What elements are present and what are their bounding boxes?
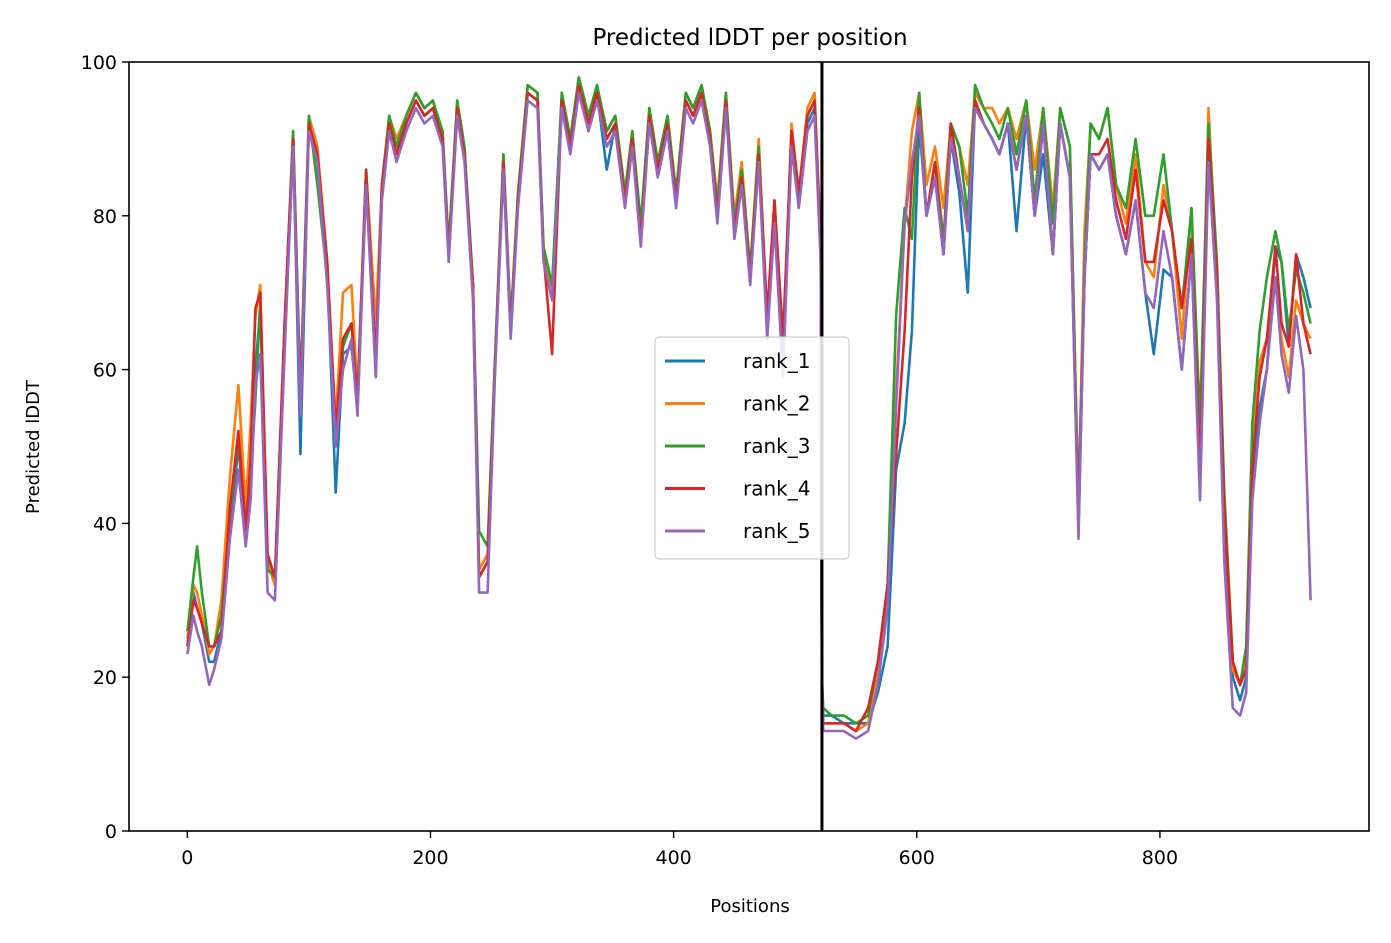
legend-label-rank-4: rank_4 (743, 477, 810, 501)
x-axis-label: Positions (710, 896, 789, 917)
legend: rank_1 rank_2 rank_3 rank_4 rank_5 (654, 336, 850, 560)
y-tick-label: 0 (105, 821, 117, 843)
x-tick-label: 600 (899, 847, 935, 869)
legend-label-rank-3: rank_3 (743, 434, 810, 458)
x-tick-label: 0 (181, 847, 193, 869)
legend-label-rank-1: rank_1 (743, 349, 810, 373)
x-tick-label: 200 (412, 847, 448, 869)
legend-box (654, 336, 850, 560)
plot-frame (128, 61, 1370, 832)
x-axis: 0 200 400 600 800 (181, 831, 1178, 869)
y-axis-label: Predicted lDDT (23, 379, 44, 514)
series-line-rank-5 (186, 91, 1312, 741)
y-axis: 0 20 40 60 80 100 (81, 52, 129, 843)
y-tick-label: 60 (93, 360, 117, 382)
legend-label-rank-5: rank_5 (743, 519, 810, 543)
plot-area (128, 61, 1370, 832)
chart-title: Predicted lDDT per position (592, 25, 907, 51)
y-tick-label: 100 (81, 52, 117, 74)
y-tick-label: 20 (93, 667, 117, 689)
y-tick-label: 40 (93, 513, 117, 535)
x-tick-label: 400 (655, 847, 691, 869)
x-tick-label: 800 (1142, 847, 1178, 869)
series-line-rank-2 (186, 76, 1312, 733)
legend-label-rank-2: rank_2 (743, 392, 810, 416)
y-tick-label: 80 (93, 206, 117, 228)
